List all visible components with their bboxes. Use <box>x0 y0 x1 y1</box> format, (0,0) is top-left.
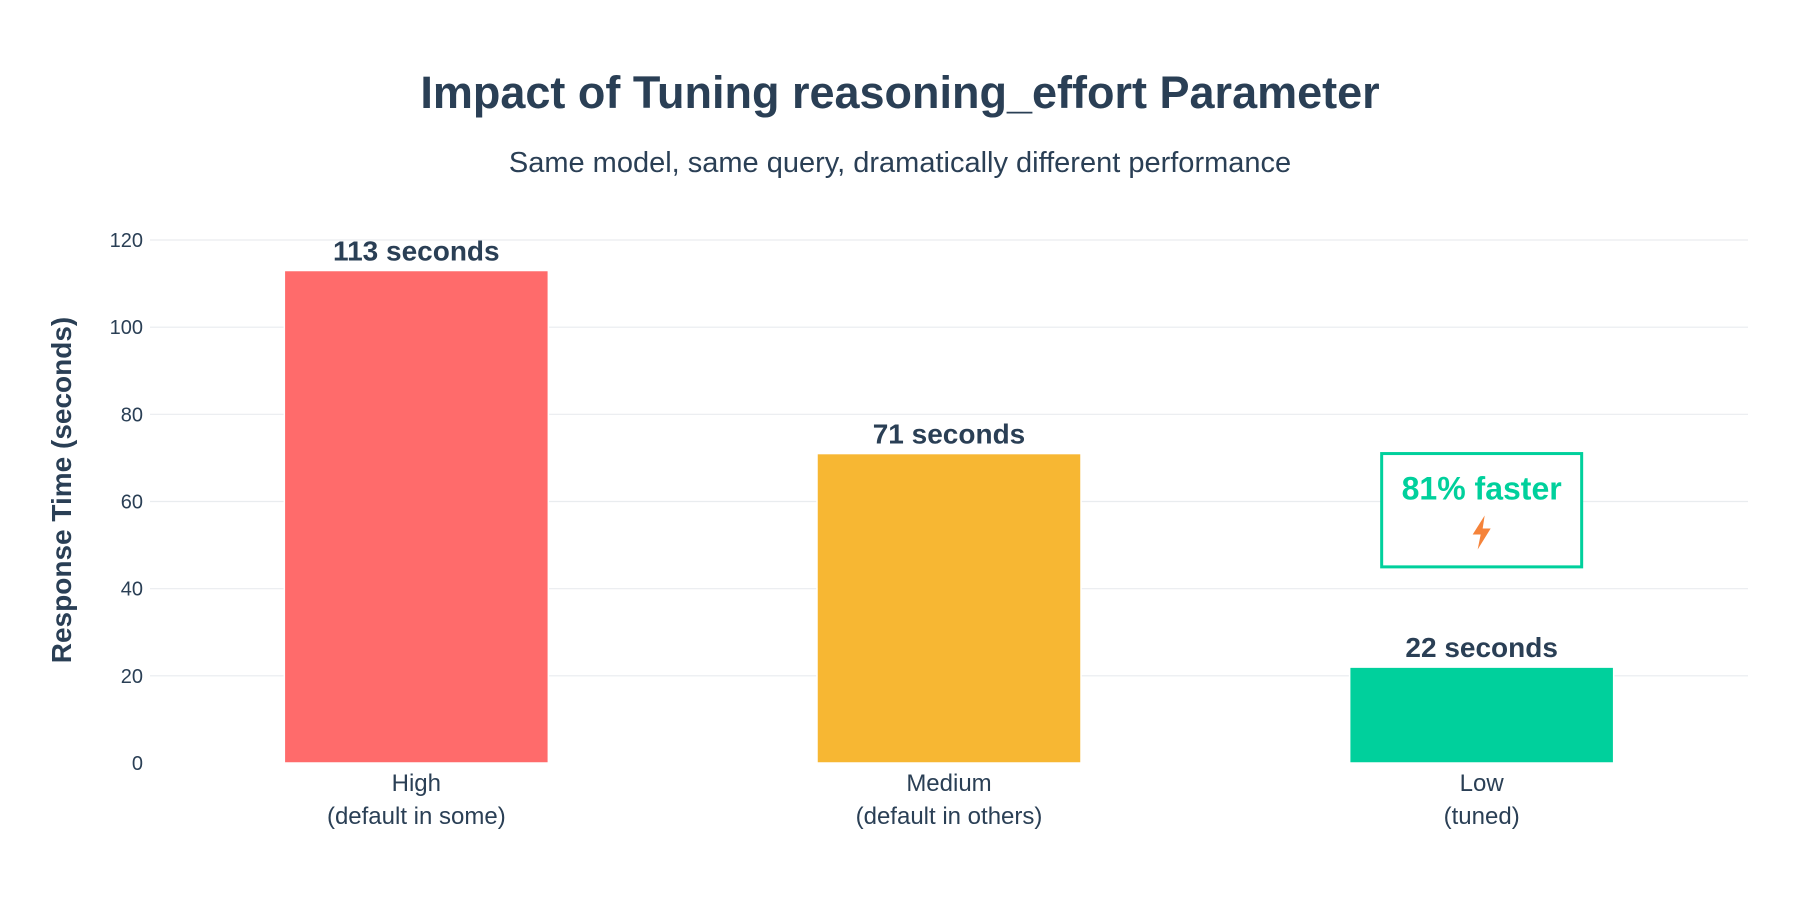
chart-subtitle: Same model, same query, dramatically dif… <box>509 147 1291 179</box>
x-tick-label: (tuned) <box>1444 803 1520 830</box>
bar-value-label: 113 seconds <box>333 236 500 267</box>
y-tick-label: 0 <box>132 753 143 775</box>
y-tick-label: 40 <box>121 579 143 601</box>
bars <box>283 269 1615 764</box>
lightning-bolt-icon <box>1472 515 1491 550</box>
data-labels: 113 seconds 71 seconds 22 seconds <box>333 236 1558 664</box>
x-tick-label: (default in some) <box>327 803 506 830</box>
x-tick-label: (default in others) <box>856 803 1043 830</box>
y-axis-ticks: 0 20 40 60 80 100 120 <box>110 230 143 775</box>
x-tick-label: Low <box>1460 770 1505 797</box>
y-tick-label: 80 <box>121 404 143 426</box>
bar-value-label: 22 seconds <box>1405 632 1558 663</box>
bar <box>816 452 1082 764</box>
y-axis-label: Response Time (seconds) <box>46 317 77 663</box>
bar <box>1348 666 1615 764</box>
chart-title: Impact of Tuning reasoning_effort Parame… <box>420 67 1379 118</box>
x-axis-ticks: High (default in some) Medium (default in o… <box>327 770 1520 830</box>
y-tick-label: 60 <box>121 492 143 514</box>
callout-box <box>1380 452 1584 569</box>
y-tick-label: 20 <box>121 666 143 688</box>
y-tick-label: 120 <box>110 230 143 252</box>
y-tick-label: 100 <box>110 317 143 339</box>
bar-value-label: 71 seconds <box>873 419 1026 450</box>
callout-text: 81% faster <box>1402 471 1562 507</box>
callout: 81% faster <box>1380 452 1584 569</box>
bar <box>283 269 550 764</box>
x-tick-label: High <box>392 770 441 797</box>
x-tick-label: Medium <box>906 770 991 797</box>
